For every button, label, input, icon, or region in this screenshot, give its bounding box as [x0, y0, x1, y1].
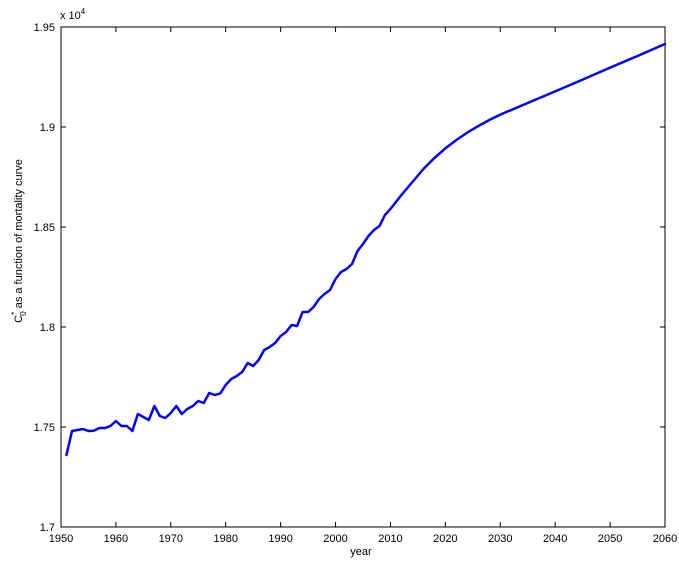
y-tick-label: 1.8	[40, 322, 55, 334]
x-tick-label: 2010	[378, 533, 402, 545]
x-tick-label: 2020	[433, 533, 457, 545]
y-axis-ticks: 1.7 1.75 1.8 1.85 1.9 1.95	[34, 22, 665, 534]
y-label-superscript: *	[10, 312, 19, 315]
x-axis-ticks: 1950 1960 1970 1980 1990 2000 2010 2020 2030 2040…	[49, 27, 677, 545]
x-tick-label: 1970	[159, 533, 183, 545]
y-label-rest: as a function of mortality curve	[13, 159, 25, 311]
y-axis-label: C*0 as a function of mortality curve	[10, 159, 28, 323]
y-tick-label: 1.9	[40, 122, 55, 134]
plot-area	[60, 26, 666, 528]
x-tick-label: 1990	[268, 533, 292, 545]
y-label-subscript: 0	[19, 311, 28, 316]
y-tick-label: 1.7	[40, 522, 55, 534]
x-tick-label: 1960	[104, 533, 128, 545]
y-tick-label: 1.75	[34, 422, 55, 434]
y-tick-label: 1.85	[34, 222, 55, 234]
x-tick-label: 1980	[213, 533, 237, 545]
x-tick-label: 2030	[488, 533, 512, 545]
y-axis-multiplier: x 104	[60, 7, 86, 22]
y-label-main: C	[13, 315, 25, 323]
series-line	[65, 42, 667, 457]
y-multiplier-exponent: 4	[81, 7, 86, 16]
y-tick-label: 1.95	[34, 22, 55, 34]
plot-frame	[60, 26, 666, 528]
x-tick-label: 2050	[598, 533, 622, 545]
x-tick-label: 2060	[653, 533, 677, 545]
x-axis-label: year	[350, 546, 372, 558]
series-layer	[65, 42, 667, 457]
x-tick-label: 1950	[49, 533, 73, 545]
x-tick-label: 2040	[543, 533, 567, 545]
x-tick-label: 2000	[323, 533, 347, 545]
y-multiplier-base: x 10	[60, 10, 81, 22]
